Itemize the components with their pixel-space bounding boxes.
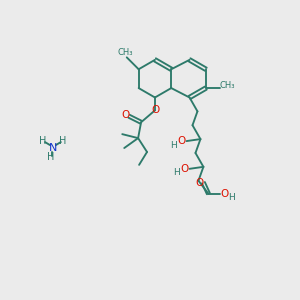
Text: H: H	[59, 136, 67, 146]
Text: O: O	[195, 178, 204, 188]
Text: O: O	[178, 136, 186, 146]
Text: N: N	[49, 143, 57, 153]
Text: H: H	[173, 168, 180, 177]
Text: O: O	[152, 105, 160, 116]
Text: O: O	[220, 189, 228, 199]
Text: H: H	[170, 140, 177, 149]
Text: O: O	[181, 164, 189, 174]
Text: H: H	[39, 136, 47, 146]
Text: H: H	[47, 152, 55, 162]
Text: CH₃: CH₃	[220, 81, 236, 90]
Text: O: O	[121, 110, 129, 120]
Text: H: H	[228, 193, 235, 202]
Text: CH₃: CH₃	[117, 48, 133, 57]
